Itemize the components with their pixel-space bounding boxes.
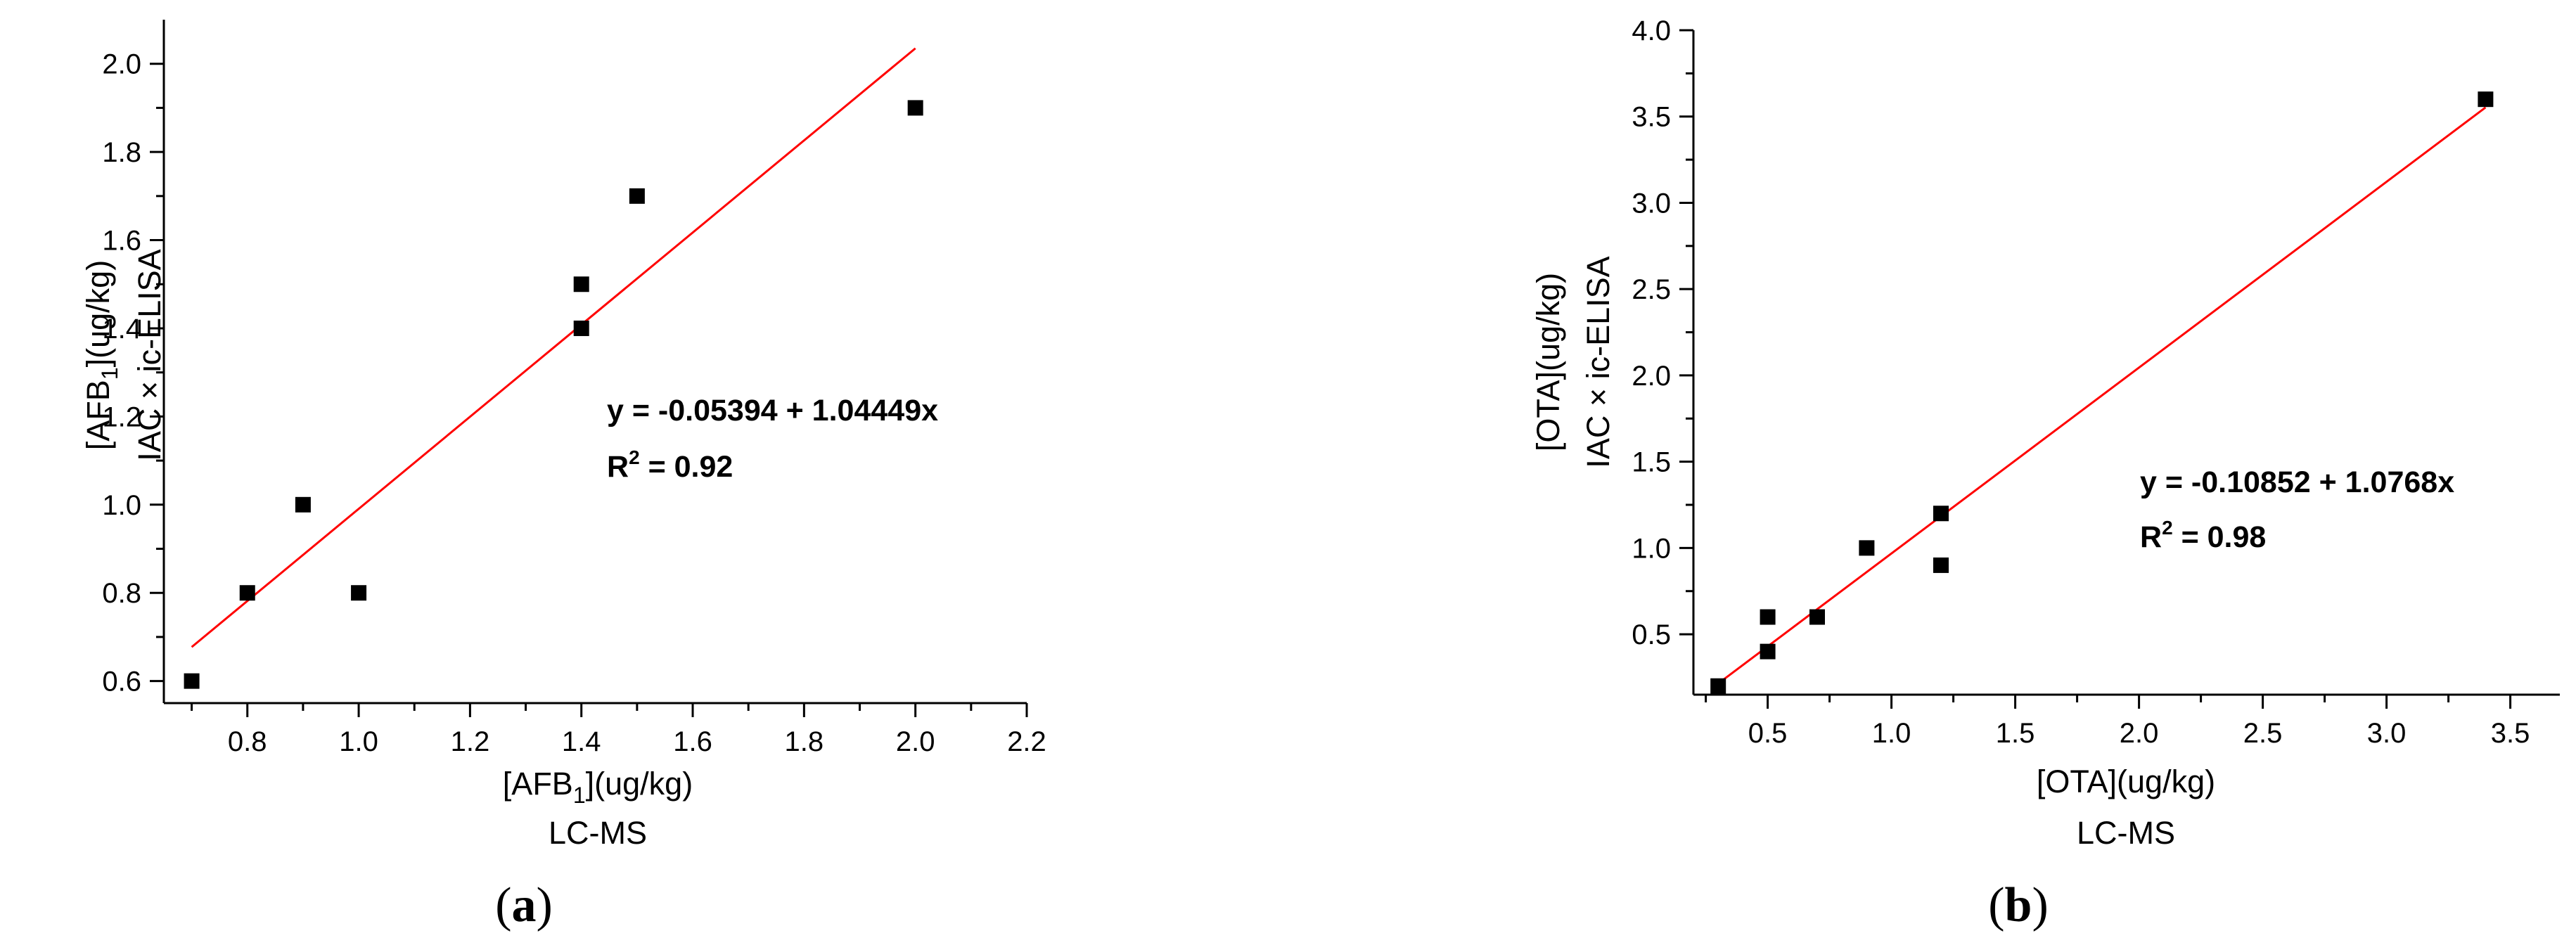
y-axis-title-prefix: [AFB — [80, 380, 116, 450]
regression-line — [1717, 106, 2487, 685]
x-tick-label: 1.0 — [339, 726, 378, 757]
y-tick-label: 1.4 — [102, 314, 141, 345]
r-squared: R2 = 0.98 — [2140, 517, 2266, 554]
panel-label-close-paren: ) — [2032, 878, 2048, 932]
y-axis-title-suffix: ](ug/kg) — [80, 260, 116, 368]
regression-equation: y = -0.10852 + 1.0768x — [2140, 465, 2454, 499]
r-squared-value: = 0.92 — [640, 450, 733, 484]
data-point — [1760, 609, 1776, 625]
y-tick-label: 0.8 — [102, 578, 141, 609]
data-point — [1933, 557, 1949, 573]
data-point — [295, 496, 311, 513]
x-axis-title: [AFB1](ug/kg) — [503, 766, 693, 808]
regression-equation: y = -0.05394 + 1.04449x — [607, 394, 938, 427]
data-point — [184, 673, 200, 689]
y-tick-label: 1.0 — [102, 490, 141, 521]
regression-line — [191, 47, 916, 648]
data-point — [1859, 540, 1875, 556]
panel-label-b: (b) — [1988, 878, 2049, 932]
chart-panel-a: 0.8 1.0 1.2 1.4 1.6 1.8 2.0 2.2 0.6 0.8 1.0 1.2 1.4 1… — [80, 20, 1046, 932]
data-point — [1760, 643, 1776, 660]
data-point — [629, 188, 645, 204]
x-axis-title-prefix: [OTA](ug/kg) — [2037, 764, 2215, 799]
y-tick-label: 1.0 — [1632, 533, 1671, 564]
data-point — [907, 100, 923, 116]
y-tick-label: 4.0 — [1632, 15, 1671, 46]
data-point — [239, 585, 255, 601]
x-axis-title-prefix: [AFB — [503, 766, 573, 802]
x-tick-label: 3.0 — [2367, 718, 2407, 749]
x-tick-label: 3.5 — [2491, 718, 2530, 749]
x-tick-label: 1.2 — [451, 726, 490, 757]
x-tick-label: 1.5 — [1996, 718, 2035, 749]
x-tick-label: 2.2 — [1007, 726, 1046, 757]
x-tick-label: 1.6 — [673, 726, 712, 757]
data-point — [2478, 91, 2494, 108]
panel-label-open-paren: ( — [1988, 878, 2004, 932]
data-point — [573, 320, 589, 336]
x-tick-label: 2.5 — [2243, 718, 2283, 749]
x-tick-label: 0.5 — [1748, 718, 1788, 749]
panel-label-letter: a — [512, 878, 537, 932]
x-tick-label: 2.0 — [2120, 718, 2159, 749]
y-tick-label: 1.6 — [102, 226, 141, 257]
panel-label-open-paren: ( — [495, 878, 511, 932]
x-tick-label: 1.0 — [1872, 718, 1911, 749]
x-axis-title-suffix: ](ug/kg) — [586, 766, 693, 802]
data-point — [1710, 678, 1726, 694]
x-tick-label: 0.8 — [228, 726, 267, 757]
y-tick-label: 1.8 — [102, 137, 141, 168]
r-squared-symbol: R — [607, 450, 629, 484]
r-squared-value: = 0.98 — [2173, 520, 2267, 554]
y-axis-title: [AFB1](ug/kg) — [80, 260, 122, 450]
y-tick-label: 2.0 — [102, 49, 141, 80]
r-squared-superscript: 2 — [629, 446, 640, 468]
r-squared-superscript: 2 — [2162, 517, 2173, 539]
data-point — [351, 585, 367, 601]
data-point — [1933, 506, 1949, 522]
y-tick-label: 0.6 — [102, 667, 141, 697]
y-tick-label: 3.0 — [1632, 188, 1671, 219]
y-axis-title-prefix: [OTA](ug/kg) — [1530, 273, 1566, 451]
panel-label-a: (a) — [495, 878, 553, 932]
r-squared: R2 = 0.92 — [607, 446, 733, 484]
r-squared-symbol: R — [2140, 520, 2162, 554]
y-tick-label: 1.2 — [102, 401, 141, 432]
y-tick-label: 3.5 — [1632, 102, 1671, 133]
y-tick-label: 2.0 — [1632, 361, 1671, 392]
y-tick-label: 1.5 — [1632, 447, 1671, 478]
data-point — [1809, 609, 1825, 625]
y-axis-title-method: IAC × ic-ELISA — [132, 249, 167, 461]
x-tick-label: 2.0 — [896, 726, 935, 757]
x-tick-label: 1.8 — [785, 726, 824, 757]
y-axis-title: [OTA](ug/kg) — [1530, 273, 1566, 451]
x-axis-title: [OTA](ug/kg) — [2037, 764, 2215, 799]
panel-label-close-paren: ) — [537, 878, 553, 932]
x-axis-title-subscript: 1 — [573, 783, 586, 808]
x-axis-title-method: LC-MS — [549, 815, 647, 851]
y-axis-title-method: IAC × ic-ELISA — [1580, 256, 1616, 468]
chart-panel-b: 0.5 1.0 1.5 2.0 2.5 3.0 3.5 0.5 1.0 1.5 2.0 2.5 3.0 3… — [1530, 15, 2560, 932]
x-tick-label: 1.4 — [562, 726, 601, 757]
x-axis-title-method: LC-MS — [2077, 815, 2175, 851]
panel-label-letter: b — [2005, 878, 2032, 932]
y-tick-label: 0.5 — [1632, 619, 1671, 650]
y-axis-title-subscript: 1 — [97, 367, 122, 380]
data-point — [573, 276, 589, 292]
y-tick-label: 2.5 — [1632, 274, 1671, 305]
